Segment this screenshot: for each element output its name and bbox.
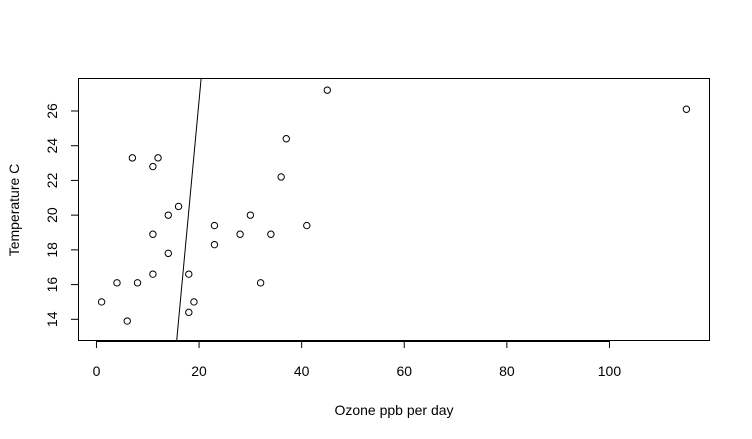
data-point xyxy=(149,270,157,278)
data-point xyxy=(236,230,244,238)
data-point xyxy=(164,249,172,258)
data-point xyxy=(149,162,157,171)
data-point xyxy=(128,154,137,162)
data-point xyxy=(303,221,311,230)
data-point xyxy=(190,298,198,306)
data-point xyxy=(210,221,219,230)
y-tick-label: 18 xyxy=(44,242,60,258)
data-point xyxy=(133,279,142,287)
fit-line-layer xyxy=(176,78,202,341)
x-axis-label: Ozone ppb per day xyxy=(334,402,453,418)
x-tick-label: 80 xyxy=(499,363,515,379)
data-point xyxy=(256,279,265,287)
x-tick-label: 100 xyxy=(598,363,622,379)
data-point xyxy=(164,211,172,219)
data-point xyxy=(682,105,691,113)
y-tick-label: 16 xyxy=(44,277,60,293)
data-point xyxy=(123,317,131,325)
y-tick-label: 26 xyxy=(44,103,60,119)
data-point xyxy=(185,270,193,278)
data-point xyxy=(246,211,255,219)
data-point xyxy=(210,240,219,249)
points-layer xyxy=(97,86,691,325)
x-axis: 0 20 40 60 80 100 xyxy=(93,341,622,379)
data-point xyxy=(277,173,285,181)
data-point xyxy=(185,308,193,317)
y-tick-label: 24 xyxy=(44,138,60,154)
y-tick-label: 20 xyxy=(44,207,60,223)
data-point xyxy=(323,86,332,94)
x-tick-label: 40 xyxy=(294,363,310,379)
y-axis: 14 16 18 20 22 24 26 xyxy=(44,103,79,327)
fit-line xyxy=(176,78,202,341)
data-point xyxy=(97,298,106,306)
x-tick-label: 60 xyxy=(396,363,412,379)
plot-box xyxy=(78,78,710,341)
y-tick-label: 22 xyxy=(44,172,60,188)
y-tick-label: 14 xyxy=(44,311,60,327)
data-point xyxy=(149,230,157,238)
data-point xyxy=(267,230,275,238)
y-axis-label: Temperature C xyxy=(6,164,22,257)
x-tick-label: 20 xyxy=(191,363,207,379)
data-point xyxy=(174,202,183,211)
data-point xyxy=(154,154,162,162)
x-tick-label: 0 xyxy=(93,363,101,379)
data-point xyxy=(282,135,290,143)
data-point xyxy=(113,279,121,287)
